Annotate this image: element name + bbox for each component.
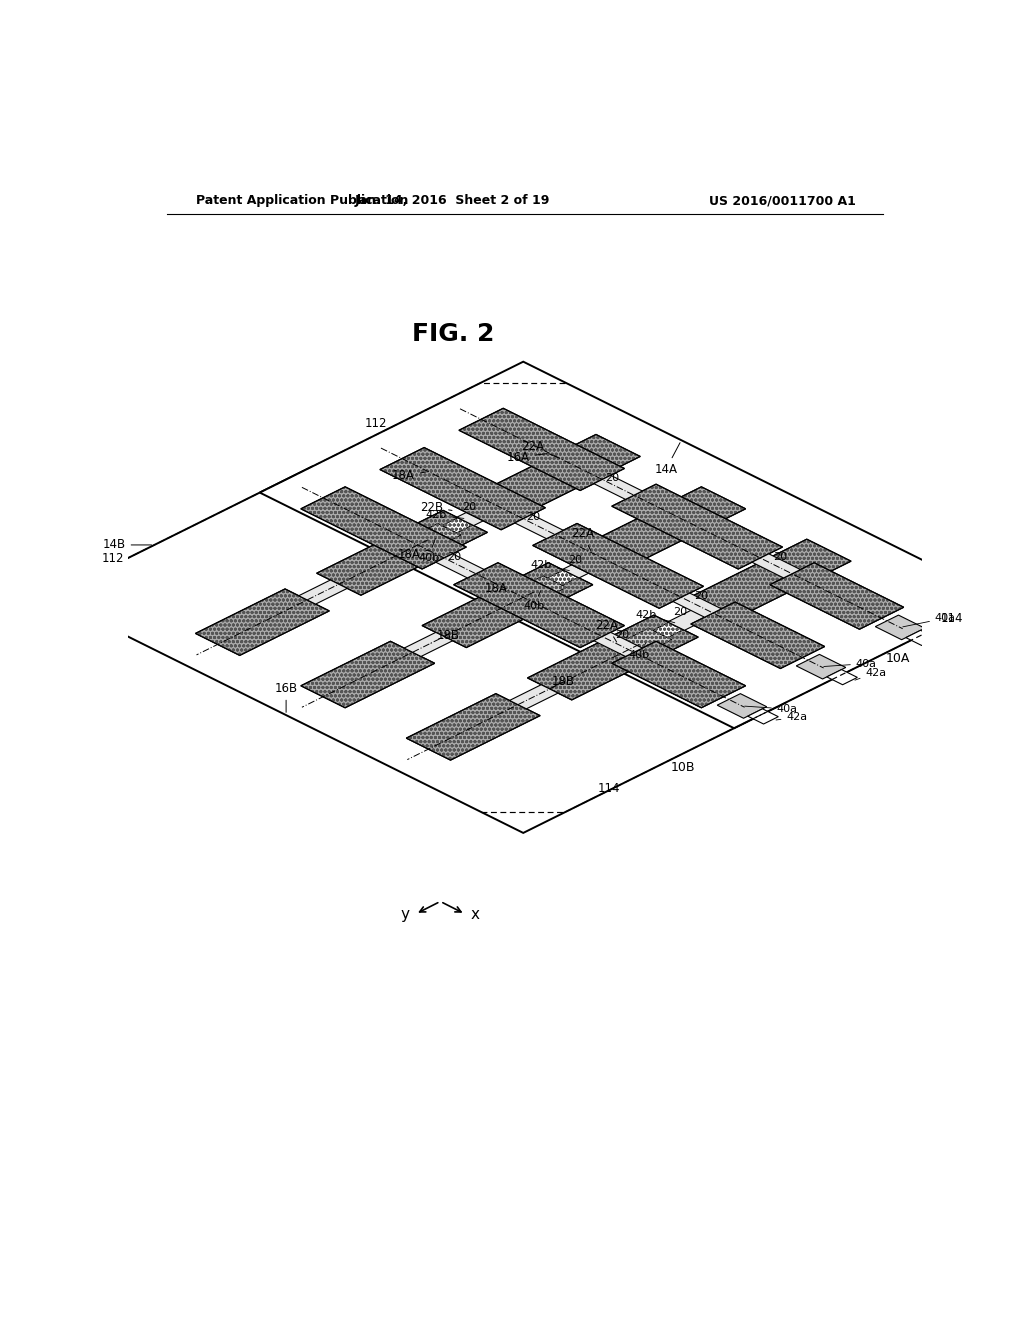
Text: 22B: 22B bbox=[420, 500, 452, 513]
Text: 20: 20 bbox=[567, 554, 582, 565]
Text: 18A: 18A bbox=[397, 548, 428, 561]
Text: 40a: 40a bbox=[903, 614, 956, 627]
Text: 114: 114 bbox=[598, 781, 621, 795]
Text: Jan. 14, 2016  Sheet 2 of 19: Jan. 14, 2016 Sheet 2 of 19 bbox=[354, 194, 550, 207]
Text: 42b: 42b bbox=[636, 610, 675, 623]
Polygon shape bbox=[653, 620, 689, 638]
Text: 112: 112 bbox=[101, 552, 124, 565]
Text: 18B: 18B bbox=[431, 628, 460, 643]
Text: 10A: 10A bbox=[885, 652, 909, 665]
Polygon shape bbox=[475, 434, 640, 516]
Text: 18A: 18A bbox=[484, 582, 513, 595]
Polygon shape bbox=[748, 709, 778, 723]
Polygon shape bbox=[685, 539, 851, 622]
Polygon shape bbox=[906, 630, 936, 645]
Polygon shape bbox=[436, 554, 484, 578]
Polygon shape bbox=[407, 693, 540, 760]
Polygon shape bbox=[581, 487, 745, 569]
Polygon shape bbox=[623, 628, 672, 653]
Text: 20: 20 bbox=[773, 552, 787, 561]
Polygon shape bbox=[527, 615, 698, 700]
Polygon shape bbox=[196, 589, 330, 656]
Polygon shape bbox=[457, 502, 505, 525]
Polygon shape bbox=[594, 475, 642, 499]
Text: 22A: 22A bbox=[571, 527, 594, 550]
Polygon shape bbox=[422, 562, 593, 648]
Polygon shape bbox=[594, 632, 642, 656]
Polygon shape bbox=[459, 408, 625, 491]
Text: 112: 112 bbox=[366, 417, 388, 430]
Text: 40b: 40b bbox=[523, 590, 545, 611]
Polygon shape bbox=[717, 693, 767, 718]
Text: 10B: 10B bbox=[671, 760, 695, 774]
Text: 20: 20 bbox=[605, 473, 618, 483]
Text: 114: 114 bbox=[940, 611, 963, 624]
Polygon shape bbox=[876, 615, 925, 640]
Text: 14A: 14A bbox=[654, 442, 680, 477]
Polygon shape bbox=[510, 685, 558, 709]
Text: Patent Application Publication: Patent Application Publication bbox=[197, 194, 409, 207]
Polygon shape bbox=[49, 466, 786, 833]
Text: 40a: 40a bbox=[744, 704, 798, 714]
Text: 20: 20 bbox=[525, 512, 540, 523]
Polygon shape bbox=[826, 669, 857, 685]
Text: 20: 20 bbox=[694, 591, 709, 601]
Text: 16B: 16B bbox=[274, 681, 298, 713]
Polygon shape bbox=[532, 524, 703, 609]
Polygon shape bbox=[752, 554, 801, 578]
Text: 16A: 16A bbox=[507, 450, 547, 463]
Text: y: y bbox=[400, 907, 410, 921]
Polygon shape bbox=[454, 562, 625, 648]
Polygon shape bbox=[316, 511, 487, 595]
Text: 40b: 40b bbox=[418, 539, 439, 562]
Text: 18B: 18B bbox=[552, 675, 575, 688]
Polygon shape bbox=[668, 606, 716, 630]
Polygon shape bbox=[515, 515, 563, 539]
Polygon shape bbox=[770, 562, 904, 630]
Text: 20: 20 bbox=[463, 503, 476, 512]
Polygon shape bbox=[562, 554, 610, 578]
Text: 42a: 42a bbox=[776, 713, 808, 722]
Polygon shape bbox=[611, 642, 745, 708]
Text: FIG. 2: FIG. 2 bbox=[413, 322, 495, 346]
Polygon shape bbox=[404, 632, 453, 656]
Text: 18A: 18A bbox=[392, 469, 426, 482]
Polygon shape bbox=[611, 484, 782, 569]
Polygon shape bbox=[301, 642, 435, 708]
Text: 42b: 42b bbox=[425, 510, 464, 520]
Polygon shape bbox=[442, 515, 478, 533]
Polygon shape bbox=[691, 602, 824, 668]
Text: US 2016/0011700 A1: US 2016/0011700 A1 bbox=[710, 194, 856, 207]
Polygon shape bbox=[299, 579, 347, 605]
Polygon shape bbox=[517, 576, 566, 601]
Polygon shape bbox=[260, 362, 997, 729]
Polygon shape bbox=[797, 655, 846, 678]
Polygon shape bbox=[412, 524, 461, 548]
Polygon shape bbox=[548, 568, 584, 585]
Text: 42a: 42a bbox=[855, 668, 887, 680]
Text: 22A: 22A bbox=[595, 619, 618, 642]
Text: 14B: 14B bbox=[102, 539, 152, 552]
Polygon shape bbox=[673, 593, 721, 618]
Text: x: x bbox=[471, 907, 480, 921]
Polygon shape bbox=[301, 487, 466, 569]
Text: 40a: 40a bbox=[823, 659, 877, 669]
Text: 22A: 22A bbox=[521, 441, 558, 458]
Text: 20: 20 bbox=[615, 630, 629, 640]
Text: 40b: 40b bbox=[629, 643, 650, 660]
Polygon shape bbox=[380, 447, 546, 529]
Text: 20: 20 bbox=[446, 552, 461, 561]
Text: 42b: 42b bbox=[530, 560, 569, 570]
Text: 20: 20 bbox=[673, 607, 687, 616]
